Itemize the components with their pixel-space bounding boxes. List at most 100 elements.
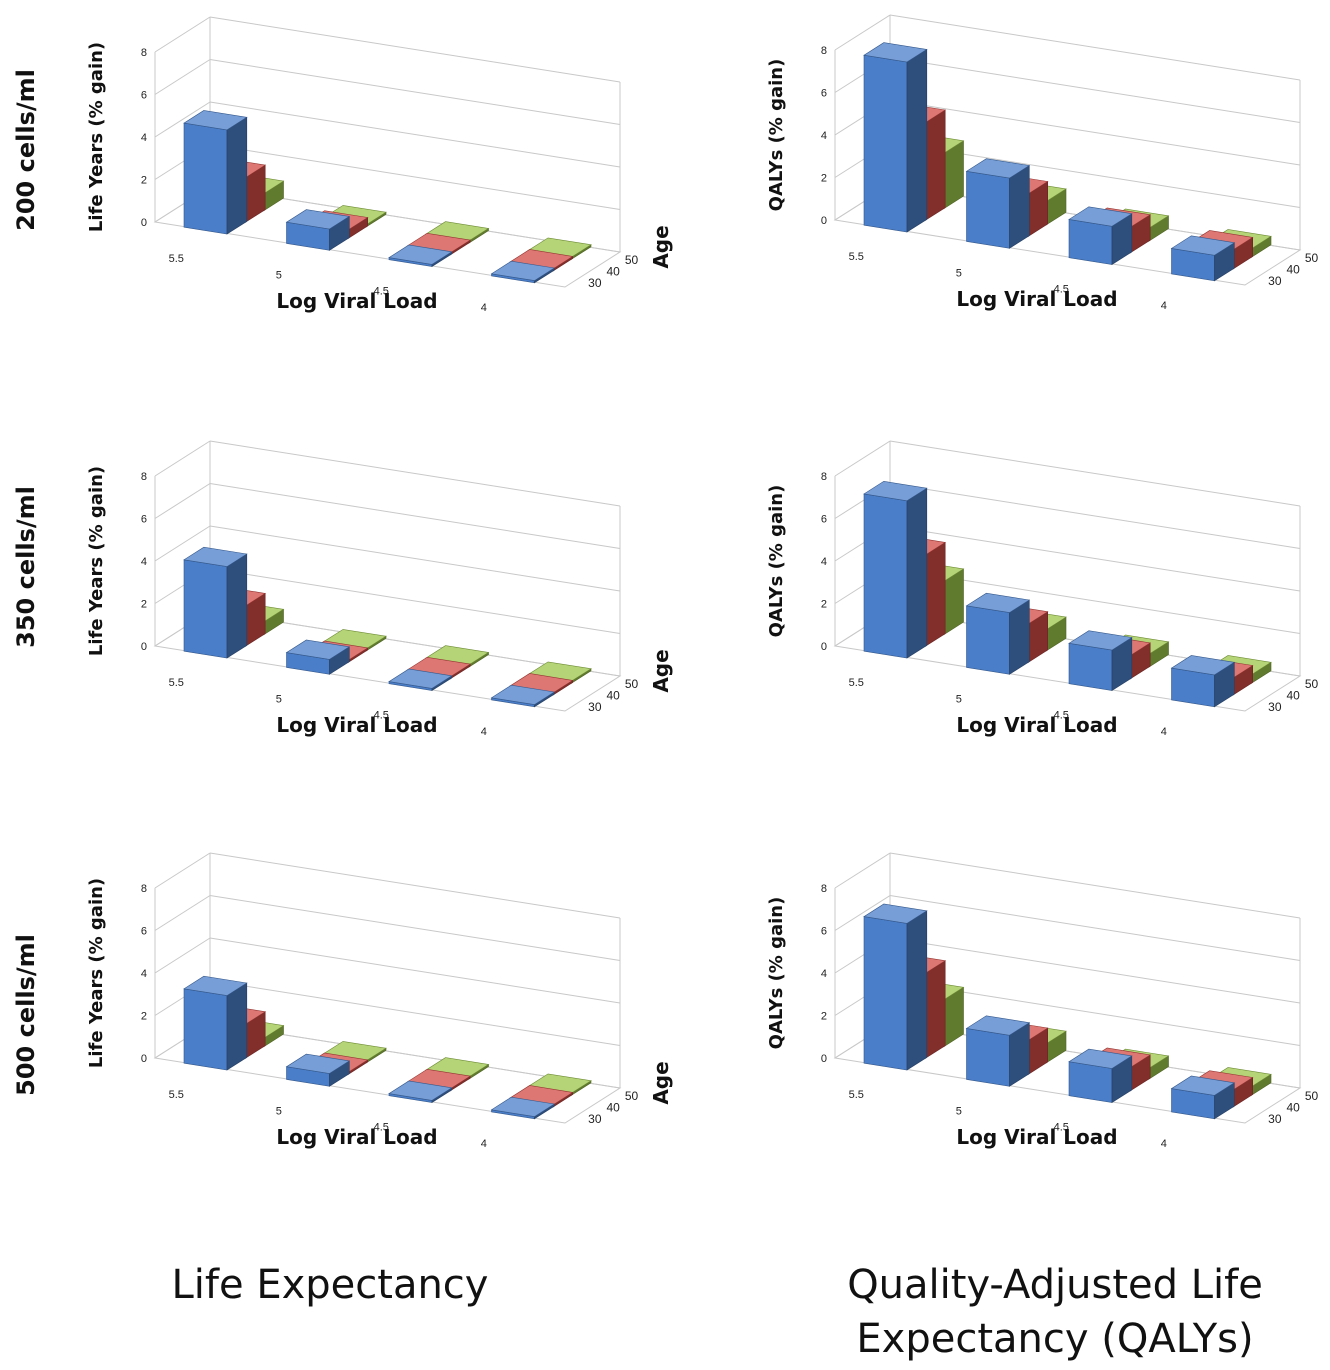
bar-front-face — [183, 122, 228, 235]
bar-age-30-lvl-5 — [965, 158, 1031, 249]
bar-top-face — [388, 1080, 453, 1101]
row-label: 200 cells/ml — [12, 69, 40, 231]
z-tick-label: 50 — [625, 1089, 639, 1103]
bar-age-30-lvl-4.5 — [388, 244, 453, 268]
z-tick-label: 50 — [1305, 677, 1319, 691]
x-tick-label: 4.5 — [1054, 284, 1069, 296]
bar-top-face — [965, 1015, 1031, 1036]
bar-age-30-lvl-5.5 — [863, 42, 928, 233]
x-tick-label: 4.5 — [1054, 1122, 1069, 1134]
bar-top-face — [285, 1053, 351, 1074]
bar-front-face — [863, 916, 908, 1071]
y-axis-title: Life Years (% gain) — [86, 42, 107, 232]
bars — [183, 110, 592, 284]
side-gridline — [154, 895, 211, 931]
bar-side-face — [1009, 599, 1030, 675]
chart-panel: 0 2 4 6 8 5.5 5 4.5 4 30 40 50 Log Viral Load Life Ye… — [86, 852, 673, 1150]
x-tick-label: 4.5 — [374, 286, 389, 298]
bar-age-30-lvl-4 — [490, 260, 556, 284]
bar-age-30-lvl-5.5 — [183, 546, 248, 659]
gridline — [209, 937, 621, 1004]
bar-age-30-lvl-5.5 — [183, 110, 248, 235]
y-tick-label: 6 — [141, 926, 147, 938]
side-gridline — [154, 937, 211, 974]
bar-side-face — [226, 553, 248, 659]
x-tick-label: 5.5 — [169, 253, 184, 265]
side-gridline — [834, 895, 891, 931]
z-tick-label: 30 — [588, 276, 602, 290]
z-tick-label: 50 — [1305, 1089, 1319, 1103]
z-tick-label: 30 — [588, 1112, 602, 1126]
bar-top-face — [183, 110, 248, 131]
bar-front-face — [183, 559, 228, 659]
z-tick-label: 50 — [1305, 251, 1319, 265]
x-tick-label: 5.5 — [849, 677, 864, 689]
right-column-title-line2: Expectancy (QALYs) — [856, 1316, 1254, 1362]
x-tick-label: 5.5 — [169, 677, 184, 689]
z-tick-label: 40 — [607, 265, 621, 279]
side-gridline — [154, 440, 211, 477]
side-gridline — [154, 852, 211, 889]
back-wall-grid — [209, 16, 621, 253]
x-tick-label: 5.5 — [849, 251, 864, 263]
bars — [863, 903, 1272, 1120]
y-tick-label: 6 — [141, 514, 147, 526]
gridline — [209, 144, 621, 210]
side-gridline — [834, 852, 891, 889]
x-tick-label: 5 — [956, 1105, 962, 1117]
y-tick-label: 8 — [821, 45, 827, 57]
chart-panel: 0 2 4 6 8 5.5 5 4.5 4 30 40 50 Log Viral Load QALYs (… — [766, 852, 1330, 1150]
y-tick-label: 0 — [821, 215, 827, 227]
bar-age-30-lvl-4 — [1170, 235, 1236, 282]
bar-front-face — [1068, 642, 1113, 691]
y-axis-title: QALYs (% gain) — [766, 59, 787, 212]
bar-front-face — [183, 988, 228, 1071]
y-tick-label: 8 — [821, 883, 827, 895]
chart-panel: 0 2 4 6 8 5.5 5 4.5 4 30 40 50 Log Viral Load Life Ye… — [86, 16, 673, 314]
bars — [183, 546, 592, 708]
back-wall-grid — [209, 852, 621, 1089]
bar-side-face — [906, 48, 928, 233]
y-tick-label: 6 — [821, 88, 827, 100]
side-gridline — [154, 16, 211, 53]
side-gridline — [154, 59, 211, 95]
y-tick-label: 4 — [821, 968, 827, 980]
z-tick-label: 40 — [607, 1101, 621, 1115]
x-axis-title: Log Viral Load — [956, 1125, 1117, 1149]
bar-front-face — [1068, 1061, 1113, 1103]
chart-panel: 0 2 4 6 8 5.5 5 4.5 4 30 40 50 Log Viral Load QALYs (… — [766, 440, 1330, 738]
y-tick-label: 0 — [141, 1053, 147, 1065]
bar-top-face — [1068, 630, 1133, 651]
x-tick-label: 5 — [956, 267, 962, 279]
bar-top-face — [388, 244, 453, 265]
z-axis-title: Age — [649, 649, 673, 692]
gridline — [889, 57, 1301, 123]
gridline — [209, 568, 621, 634]
gridline — [209, 101, 621, 168]
bar-age-30-lvl-5 — [965, 592, 1031, 675]
y-tick-label: 0 — [821, 641, 827, 653]
bar-age-30-lvl-4 — [1170, 655, 1236, 708]
x-tick-label: 4 — [481, 302, 487, 314]
bar-top-face — [490, 684, 556, 705]
x-tick-label: 5.5 — [169, 1089, 184, 1101]
y-tick-label: 4 — [141, 968, 147, 980]
gridline — [209, 895, 621, 961]
back-wall-grid — [209, 440, 621, 677]
y-tick-label: 6 — [821, 514, 827, 526]
bar-side-face — [226, 116, 248, 235]
x-tick-label: 5 — [276, 269, 282, 281]
y-tick-label: 4 — [141, 556, 147, 568]
gridline — [889, 483, 1301, 549]
x-axis-title: Log Viral Load — [276, 1125, 437, 1149]
x-tick-label: 5 — [276, 693, 282, 705]
z-tick-label: 40 — [1287, 689, 1301, 703]
y-tick-label: 4 — [821, 556, 827, 568]
y-tick-label: 2 — [821, 173, 827, 185]
bar-age-30-lvl-4 — [1170, 1075, 1236, 1120]
bar-front-face — [966, 1028, 1010, 1087]
x-tick-label: 4.5 — [1054, 710, 1069, 722]
side-gridline — [154, 101, 211, 138]
bar-age-30-lvl-5.5 — [863, 903, 928, 1071]
